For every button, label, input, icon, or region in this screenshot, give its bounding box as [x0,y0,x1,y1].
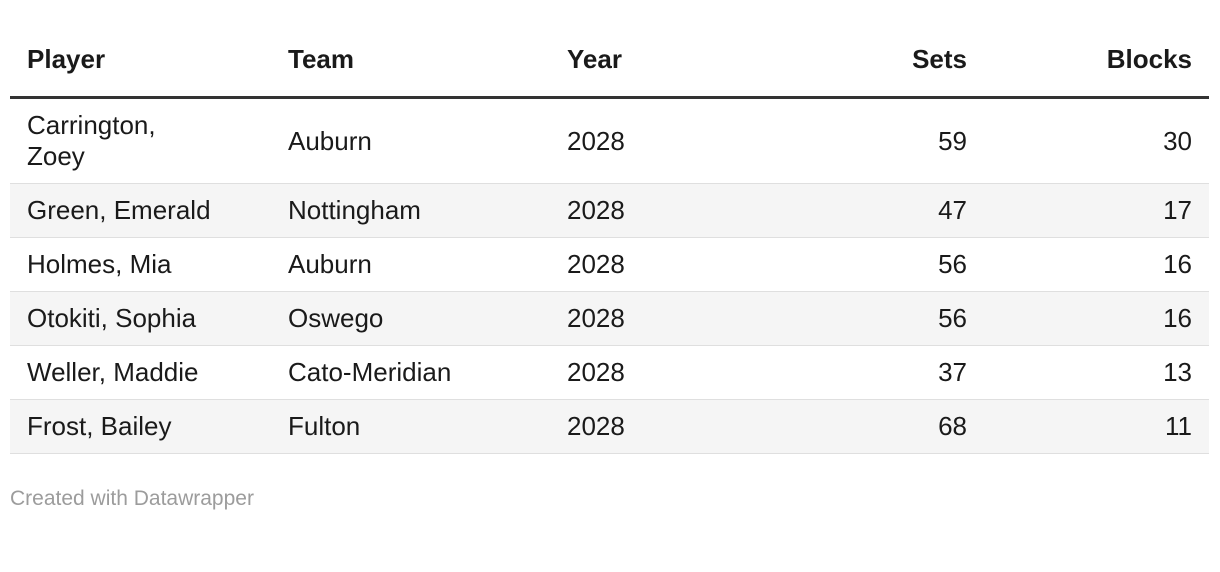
datawrapper-credit-link[interactable]: Created with Datawrapper [10,487,254,510]
cell-year: 2028 [550,237,760,292]
cell-team: Cato-Meridian [271,345,550,400]
column-header-blocks: Blocks [984,40,1209,99]
table-body: Carrington, Zoey Auburn 2028 59 30 Green, Eme… [10,97,1209,454]
cell-team: Auburn [271,237,550,292]
cell-year: 2028 [550,97,760,184]
cell-year: 2028 [550,291,760,346]
cell-player: Otokiti, Sophia [10,291,271,346]
cell-team: Fulton [271,399,550,454]
table-row: Weller, Maddie Cato-Meridian 2028 37 13 [10,345,1209,400]
cell-player: Weller, Maddie [10,345,271,400]
cell-blocks: 17 [984,183,1209,238]
column-header-team: Team [271,40,550,99]
column-header-year: Year [550,40,760,99]
cell-player: Carrington, Zoey [10,97,271,184]
cell-blocks: 11 [984,399,1209,454]
cell-blocks: 13 [984,345,1209,400]
column-header-player: Player [10,40,271,99]
cell-team: Auburn [271,97,550,184]
table-row: Otokiti, Sophia Oswego 2028 56 16 [10,291,1209,346]
table-row: Holmes, Mia Auburn 2028 56 16 [10,237,1209,292]
cell-year: 2028 [550,399,760,454]
cell-blocks: 16 [984,237,1209,292]
cell-player: Frost, Bailey [10,399,271,454]
cell-sets: 68 [760,399,984,454]
table-header: Player Team Year Sets Blocks [10,40,1209,99]
column-header-sets: Sets [760,40,984,99]
cell-sets: 37 [760,345,984,400]
cell-year: 2028 [550,183,760,238]
cell-team: Nottingham [271,183,550,238]
table-row: Carrington, Zoey Auburn 2028 59 30 [10,97,1209,184]
cell-sets: 56 [760,237,984,292]
cell-player: Holmes, Mia [10,237,271,292]
table-row: Green, Emerald Nottingham 2028 47 17 [10,183,1209,238]
cell-blocks: 16 [984,291,1209,346]
cell-year: 2028 [550,345,760,400]
cell-sets: 47 [760,183,984,238]
stats-table: Player Team Year Sets Blocks Carrington,… [10,40,1209,454]
cell-player: Green, Emerald [10,183,271,238]
cell-sets: 59 [760,97,984,184]
cell-team: Oswego [271,291,550,346]
cell-sets: 56 [760,291,984,346]
table-row: Frost, Bailey Fulton 2028 68 11 [10,399,1209,454]
cell-blocks: 30 [984,97,1209,184]
attribution: Created with Datawrapper [10,486,1209,511]
header-row: Player Team Year Sets Blocks [10,40,1209,99]
datawrapper-table: Player Team Year Sets Blocks Carrington,… [10,40,1209,454]
